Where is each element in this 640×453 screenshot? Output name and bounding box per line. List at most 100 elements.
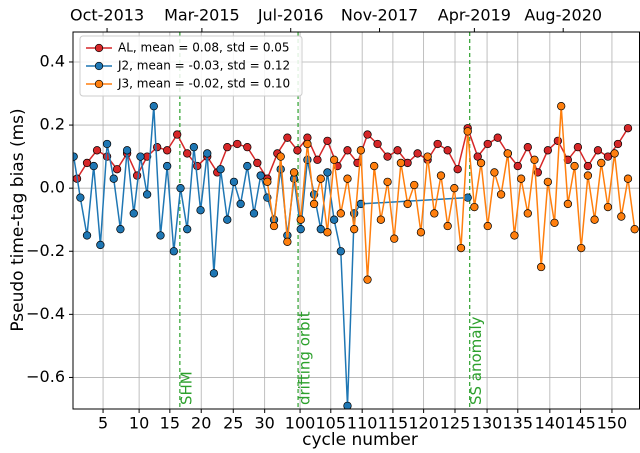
legend-label: J2, mean = -0.03, std = 0.12 <box>117 59 290 73</box>
data-point <box>470 202 479 212</box>
data-point <box>553 136 563 145</box>
data-point <box>173 130 182 139</box>
x-tick-label: 145 <box>565 414 596 433</box>
data-point <box>613 139 623 149</box>
top-x-tick-label: Jul-2016 <box>257 6 324 25</box>
top-x-tick-label: Aug-2020 <box>524 6 602 25</box>
data-point <box>597 158 606 168</box>
data-point <box>510 231 519 240</box>
data-point <box>503 149 512 158</box>
data-point <box>223 215 232 224</box>
data-point <box>603 202 613 212</box>
data-point <box>373 139 382 149</box>
data-point <box>396 158 406 168</box>
data-point <box>236 199 245 209</box>
data-point <box>149 101 158 111</box>
data-point <box>463 127 472 136</box>
top-x-tick-label: Nov-2017 <box>341 6 418 25</box>
data-point <box>163 161 172 171</box>
data-point <box>563 199 573 209</box>
y-tick-label: −0.2 <box>26 241 65 260</box>
data-point <box>623 124 633 133</box>
data-point <box>550 218 559 228</box>
data-point <box>276 165 285 174</box>
data-point <box>617 212 626 221</box>
data-point <box>129 209 138 218</box>
data-point <box>303 139 312 149</box>
data-point <box>323 136 332 145</box>
data-point <box>443 146 452 155</box>
data-point <box>383 152 392 161</box>
data-point <box>523 209 532 218</box>
data-point <box>416 228 426 237</box>
data-point <box>376 215 386 224</box>
data-point <box>102 139 112 149</box>
data-point <box>573 143 583 152</box>
series-line <box>73 106 468 406</box>
data-point <box>256 171 265 180</box>
data-point <box>253 158 262 168</box>
data-point <box>329 155 339 164</box>
data-point <box>543 146 552 155</box>
top-x-tick-label: Oct-2013 <box>70 6 144 25</box>
event-label: SS anomaly <box>467 316 485 405</box>
data-point <box>283 133 292 142</box>
legend-marker <box>94 61 104 71</box>
x-tick-label: 100 <box>285 414 316 433</box>
data-point <box>363 130 372 139</box>
data-point <box>463 193 472 202</box>
data-point <box>476 158 486 168</box>
data-point <box>196 206 205 215</box>
data-point <box>577 243 586 253</box>
legend-label: J3, mean = -0.02, std = 0.10 <box>117 77 290 91</box>
x-tick-label: 10 <box>129 414 149 433</box>
data-point <box>233 139 242 149</box>
data-point <box>269 221 279 231</box>
data-point <box>109 174 118 183</box>
legend: AL, mean = 0.08, std = 0.05 J2, mean = -0… <box>79 35 303 97</box>
data-point <box>433 139 442 149</box>
data-point <box>152 143 162 152</box>
data-point <box>516 174 526 183</box>
data-point <box>413 149 422 158</box>
data-point <box>456 243 466 253</box>
data-point <box>363 275 372 284</box>
data-point <box>296 225 305 234</box>
data-point <box>163 146 172 155</box>
data-point <box>189 143 199 152</box>
data-point <box>513 161 522 171</box>
data-point <box>112 165 122 174</box>
x-tick-label: 135 <box>503 414 534 433</box>
top-x-tick-label: Mar-2015 <box>164 6 240 25</box>
data-point <box>543 177 552 187</box>
legend-marker <box>94 79 104 89</box>
data-point <box>423 152 432 161</box>
data-point <box>82 231 92 240</box>
data-point <box>390 234 399 243</box>
data-point <box>443 221 452 231</box>
x-tick-label: 5 <box>98 414 108 433</box>
data-point <box>323 228 332 237</box>
data-point <box>316 225 325 234</box>
data-point <box>557 101 566 111</box>
data-point <box>243 143 252 152</box>
data-point <box>523 143 532 152</box>
data-point <box>493 133 502 142</box>
data-point <box>313 155 322 164</box>
data-point <box>356 146 365 155</box>
data-point <box>343 174 352 183</box>
y-tick-label: 0.2 <box>40 115 65 134</box>
data-point <box>156 231 165 240</box>
data-point <box>183 225 192 234</box>
data-point <box>410 180 419 190</box>
x-tick-label: 30 <box>254 414 274 433</box>
data-point <box>436 171 446 180</box>
data-point <box>203 149 212 158</box>
data-point <box>603 152 613 161</box>
data-point <box>92 146 102 155</box>
data-point <box>122 146 132 155</box>
data-point <box>283 237 292 246</box>
data-point <box>610 149 619 158</box>
y-axis-label: Pseudo time-tag bias (ms) <box>8 108 28 331</box>
